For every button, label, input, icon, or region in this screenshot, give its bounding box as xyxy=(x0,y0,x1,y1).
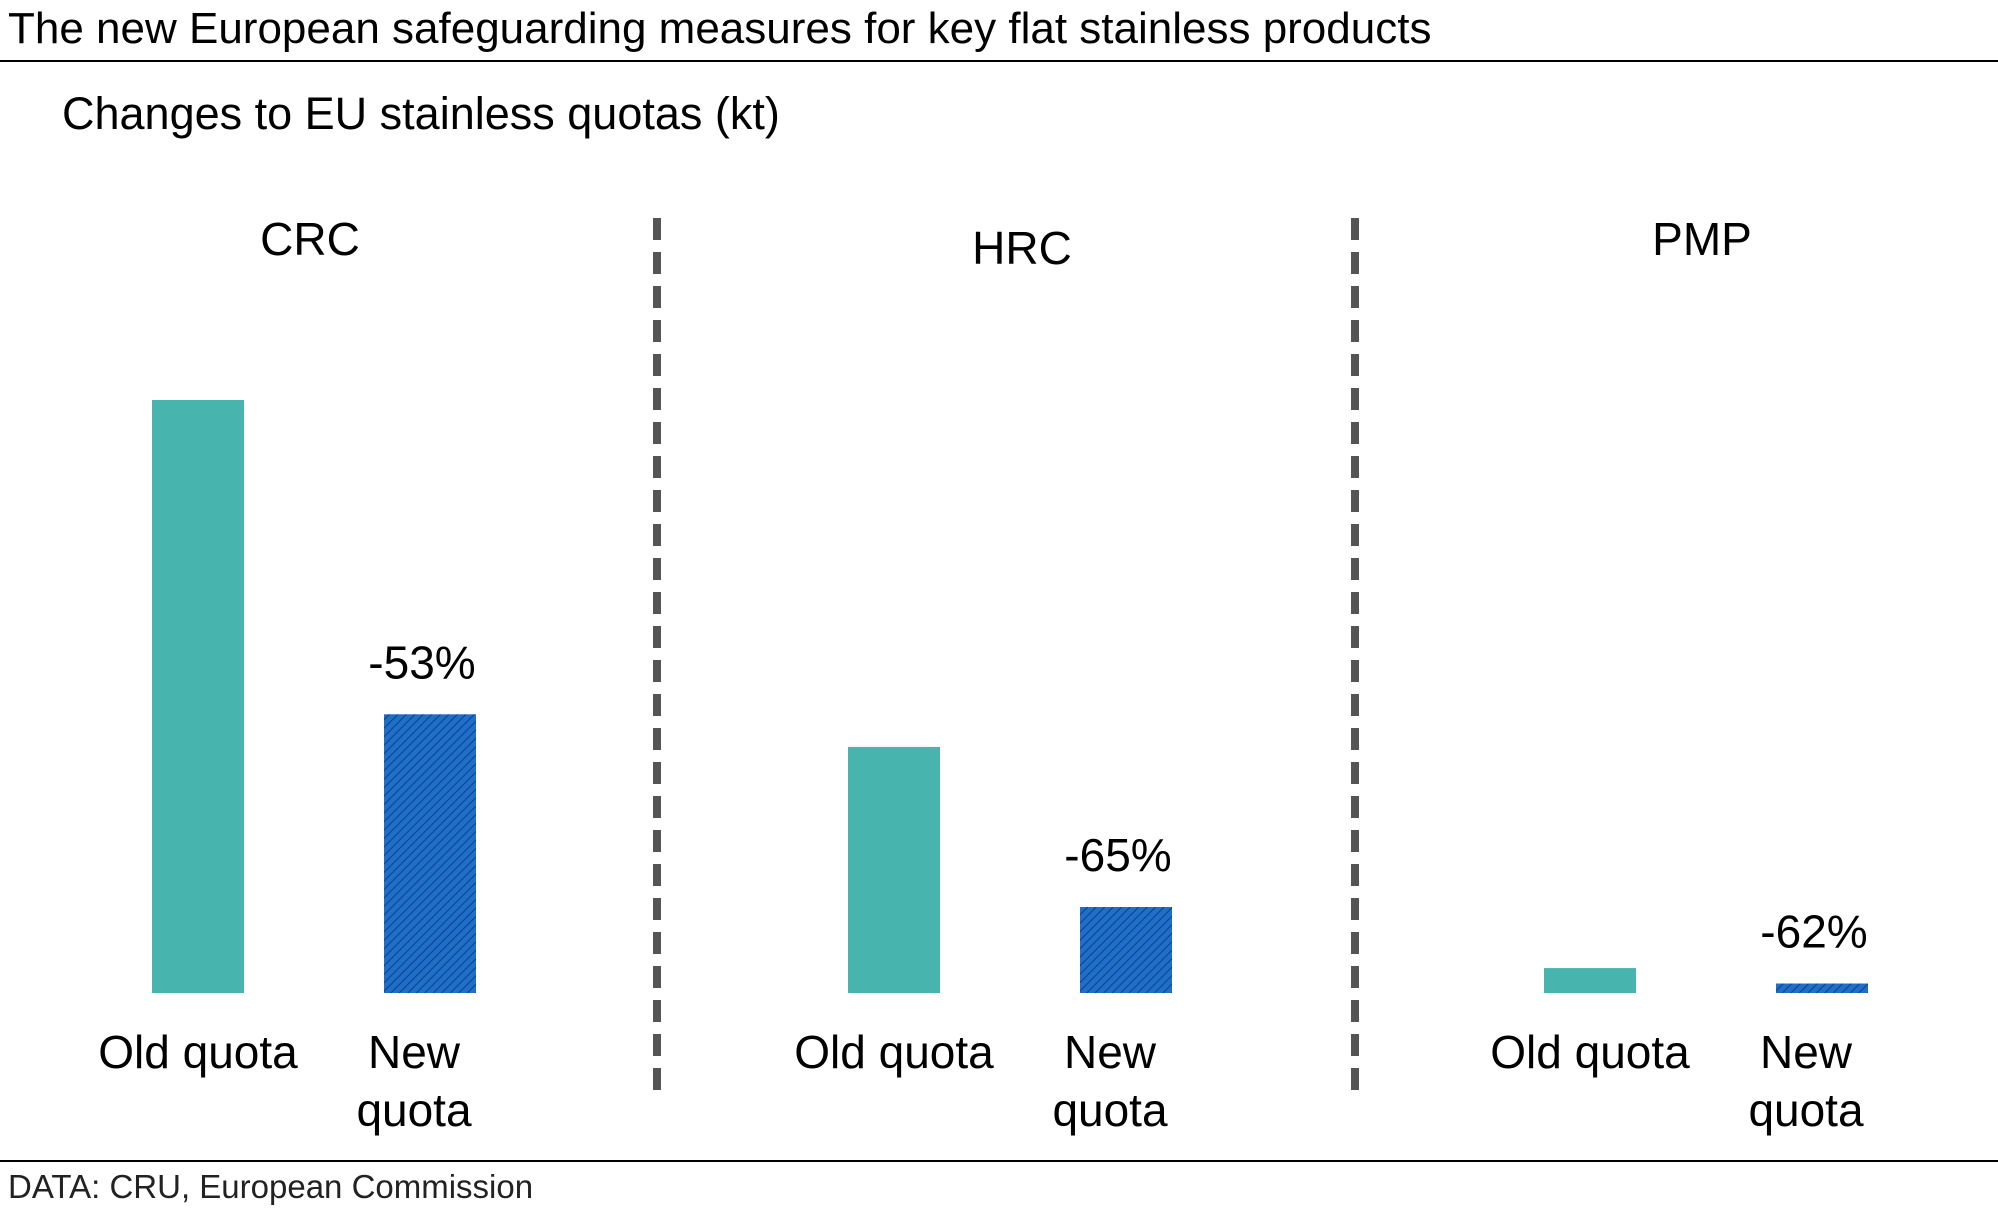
category-label-new: New xyxy=(1760,1026,1853,1078)
chart-subtitle: Changes to EU stainless quotas (kt) xyxy=(62,88,780,139)
bar-chart: CRC -53% Old quota New quota HRC -65% Old quota… xyxy=(98,213,1868,1136)
data-source: DATA: CRU, European Commission xyxy=(8,1168,534,1205)
category-label-new: quota xyxy=(356,1084,472,1136)
title-rule xyxy=(0,60,1998,62)
category-label-old: Old quota xyxy=(794,1026,994,1078)
panel-title: HRC xyxy=(972,222,1072,274)
panel-title: CRC xyxy=(260,213,360,265)
category-label-old: Old quota xyxy=(98,1026,298,1078)
change-label: -53% xyxy=(368,636,475,688)
chart-title: The new European safeguarding measures f… xyxy=(8,4,1432,53)
bar-new-quota xyxy=(1080,907,1172,993)
bar-old-quota xyxy=(152,400,244,993)
category-label-old: Old quota xyxy=(1490,1026,1690,1078)
category-label-new: quota xyxy=(1748,1084,1864,1136)
bar-old-quota xyxy=(1544,968,1636,993)
change-label: -62% xyxy=(1760,906,1867,958)
panel-title: PMP xyxy=(1652,213,1752,265)
category-label-new: quota xyxy=(1052,1084,1168,1136)
category-label-new: New xyxy=(368,1026,461,1078)
source-rule xyxy=(0,1160,1998,1162)
bar-new-quota xyxy=(384,714,476,993)
bar-new-quota xyxy=(1776,983,1868,993)
category-label-new: New xyxy=(1064,1026,1157,1078)
change-label: -65% xyxy=(1064,829,1171,881)
bar-old-quota xyxy=(848,746,940,993)
